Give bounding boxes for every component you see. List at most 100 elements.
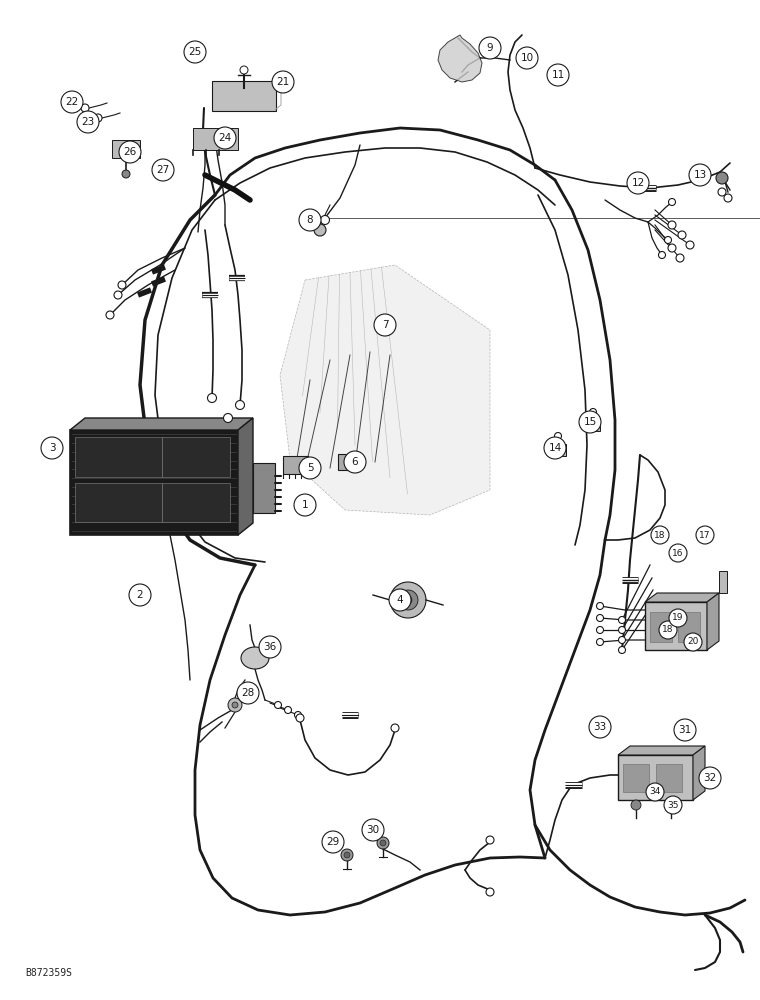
Circle shape (619, 647, 625, 654)
Circle shape (669, 198, 676, 206)
Bar (645, 602, 707, 650)
Circle shape (619, 626, 625, 634)
Circle shape (321, 216, 330, 225)
Circle shape (207, 393, 217, 402)
Circle shape (479, 37, 501, 59)
Circle shape (118, 281, 126, 289)
Polygon shape (280, 265, 490, 515)
Text: 30: 30 (366, 825, 379, 835)
Circle shape (668, 221, 676, 229)
Circle shape (299, 209, 321, 231)
Circle shape (689, 164, 711, 186)
Polygon shape (618, 746, 705, 755)
Circle shape (590, 408, 597, 416)
Text: 6: 6 (352, 457, 358, 467)
Text: 28: 28 (242, 688, 255, 698)
Circle shape (589, 716, 611, 738)
Ellipse shape (241, 647, 269, 669)
Bar (678, 612, 700, 642)
Circle shape (674, 719, 696, 741)
Circle shape (544, 437, 566, 459)
Circle shape (664, 236, 672, 243)
Circle shape (724, 194, 732, 202)
Circle shape (699, 767, 721, 789)
Bar (550, 444, 566, 456)
Circle shape (716, 172, 728, 184)
Text: 5: 5 (307, 463, 313, 473)
Text: 22: 22 (65, 97, 78, 107)
Text: 35: 35 (667, 800, 679, 810)
Circle shape (114, 291, 122, 299)
Circle shape (284, 706, 292, 714)
Text: 29: 29 (326, 837, 340, 847)
Text: 3: 3 (49, 443, 55, 453)
Circle shape (129, 584, 151, 606)
Circle shape (486, 888, 494, 896)
Bar (618, 755, 693, 800)
Circle shape (676, 254, 684, 262)
Bar (75, 437, 163, 477)
Circle shape (259, 636, 281, 658)
Circle shape (597, 614, 603, 621)
Bar (656, 764, 682, 792)
Circle shape (232, 702, 238, 708)
Circle shape (228, 698, 242, 712)
Text: 25: 25 (188, 47, 201, 57)
Circle shape (344, 852, 350, 858)
Bar (163, 483, 230, 522)
Circle shape (223, 414, 233, 422)
Text: 33: 33 (594, 722, 606, 732)
Text: 9: 9 (486, 43, 493, 53)
Text: 23: 23 (81, 117, 95, 127)
Bar (70, 430, 238, 535)
Circle shape (344, 451, 366, 473)
Text: 11: 11 (551, 70, 565, 80)
Circle shape (389, 589, 411, 611)
Bar (623, 764, 649, 792)
Circle shape (94, 114, 102, 122)
Text: 16: 16 (673, 548, 684, 558)
Text: 15: 15 (584, 417, 597, 427)
Circle shape (106, 311, 114, 319)
Circle shape (619, 637, 625, 644)
Text: 7: 7 (382, 320, 388, 330)
Text: 12: 12 (632, 178, 644, 188)
Circle shape (341, 849, 353, 861)
Circle shape (81, 104, 89, 112)
Circle shape (597, 626, 603, 634)
Bar (193, 128, 238, 150)
Polygon shape (238, 418, 253, 535)
Circle shape (666, 800, 676, 810)
Bar (586, 420, 600, 431)
Circle shape (597, 639, 603, 646)
Circle shape (669, 544, 687, 562)
Circle shape (404, 596, 412, 604)
Circle shape (516, 47, 538, 69)
Circle shape (240, 66, 248, 74)
Bar (163, 437, 230, 477)
Text: 31: 31 (679, 725, 692, 735)
Circle shape (579, 411, 601, 433)
Circle shape (391, 724, 399, 732)
Bar (283, 456, 308, 474)
Text: 34: 34 (649, 788, 660, 796)
Circle shape (631, 800, 641, 810)
Circle shape (294, 494, 316, 516)
Circle shape (77, 111, 99, 133)
Circle shape (236, 400, 245, 410)
Circle shape (678, 231, 686, 239)
Text: 2: 2 (137, 590, 144, 600)
Circle shape (377, 837, 389, 849)
Circle shape (295, 712, 302, 718)
Circle shape (380, 840, 386, 846)
Text: 21: 21 (277, 77, 290, 87)
Text: B872359S: B872359S (25, 968, 72, 978)
Circle shape (184, 41, 206, 63)
Circle shape (555, 432, 562, 440)
Circle shape (272, 71, 294, 93)
Text: 10: 10 (521, 53, 534, 63)
Bar (253, 463, 275, 513)
Text: 20: 20 (687, 638, 698, 647)
Text: 14: 14 (549, 443, 562, 453)
Circle shape (718, 188, 726, 196)
